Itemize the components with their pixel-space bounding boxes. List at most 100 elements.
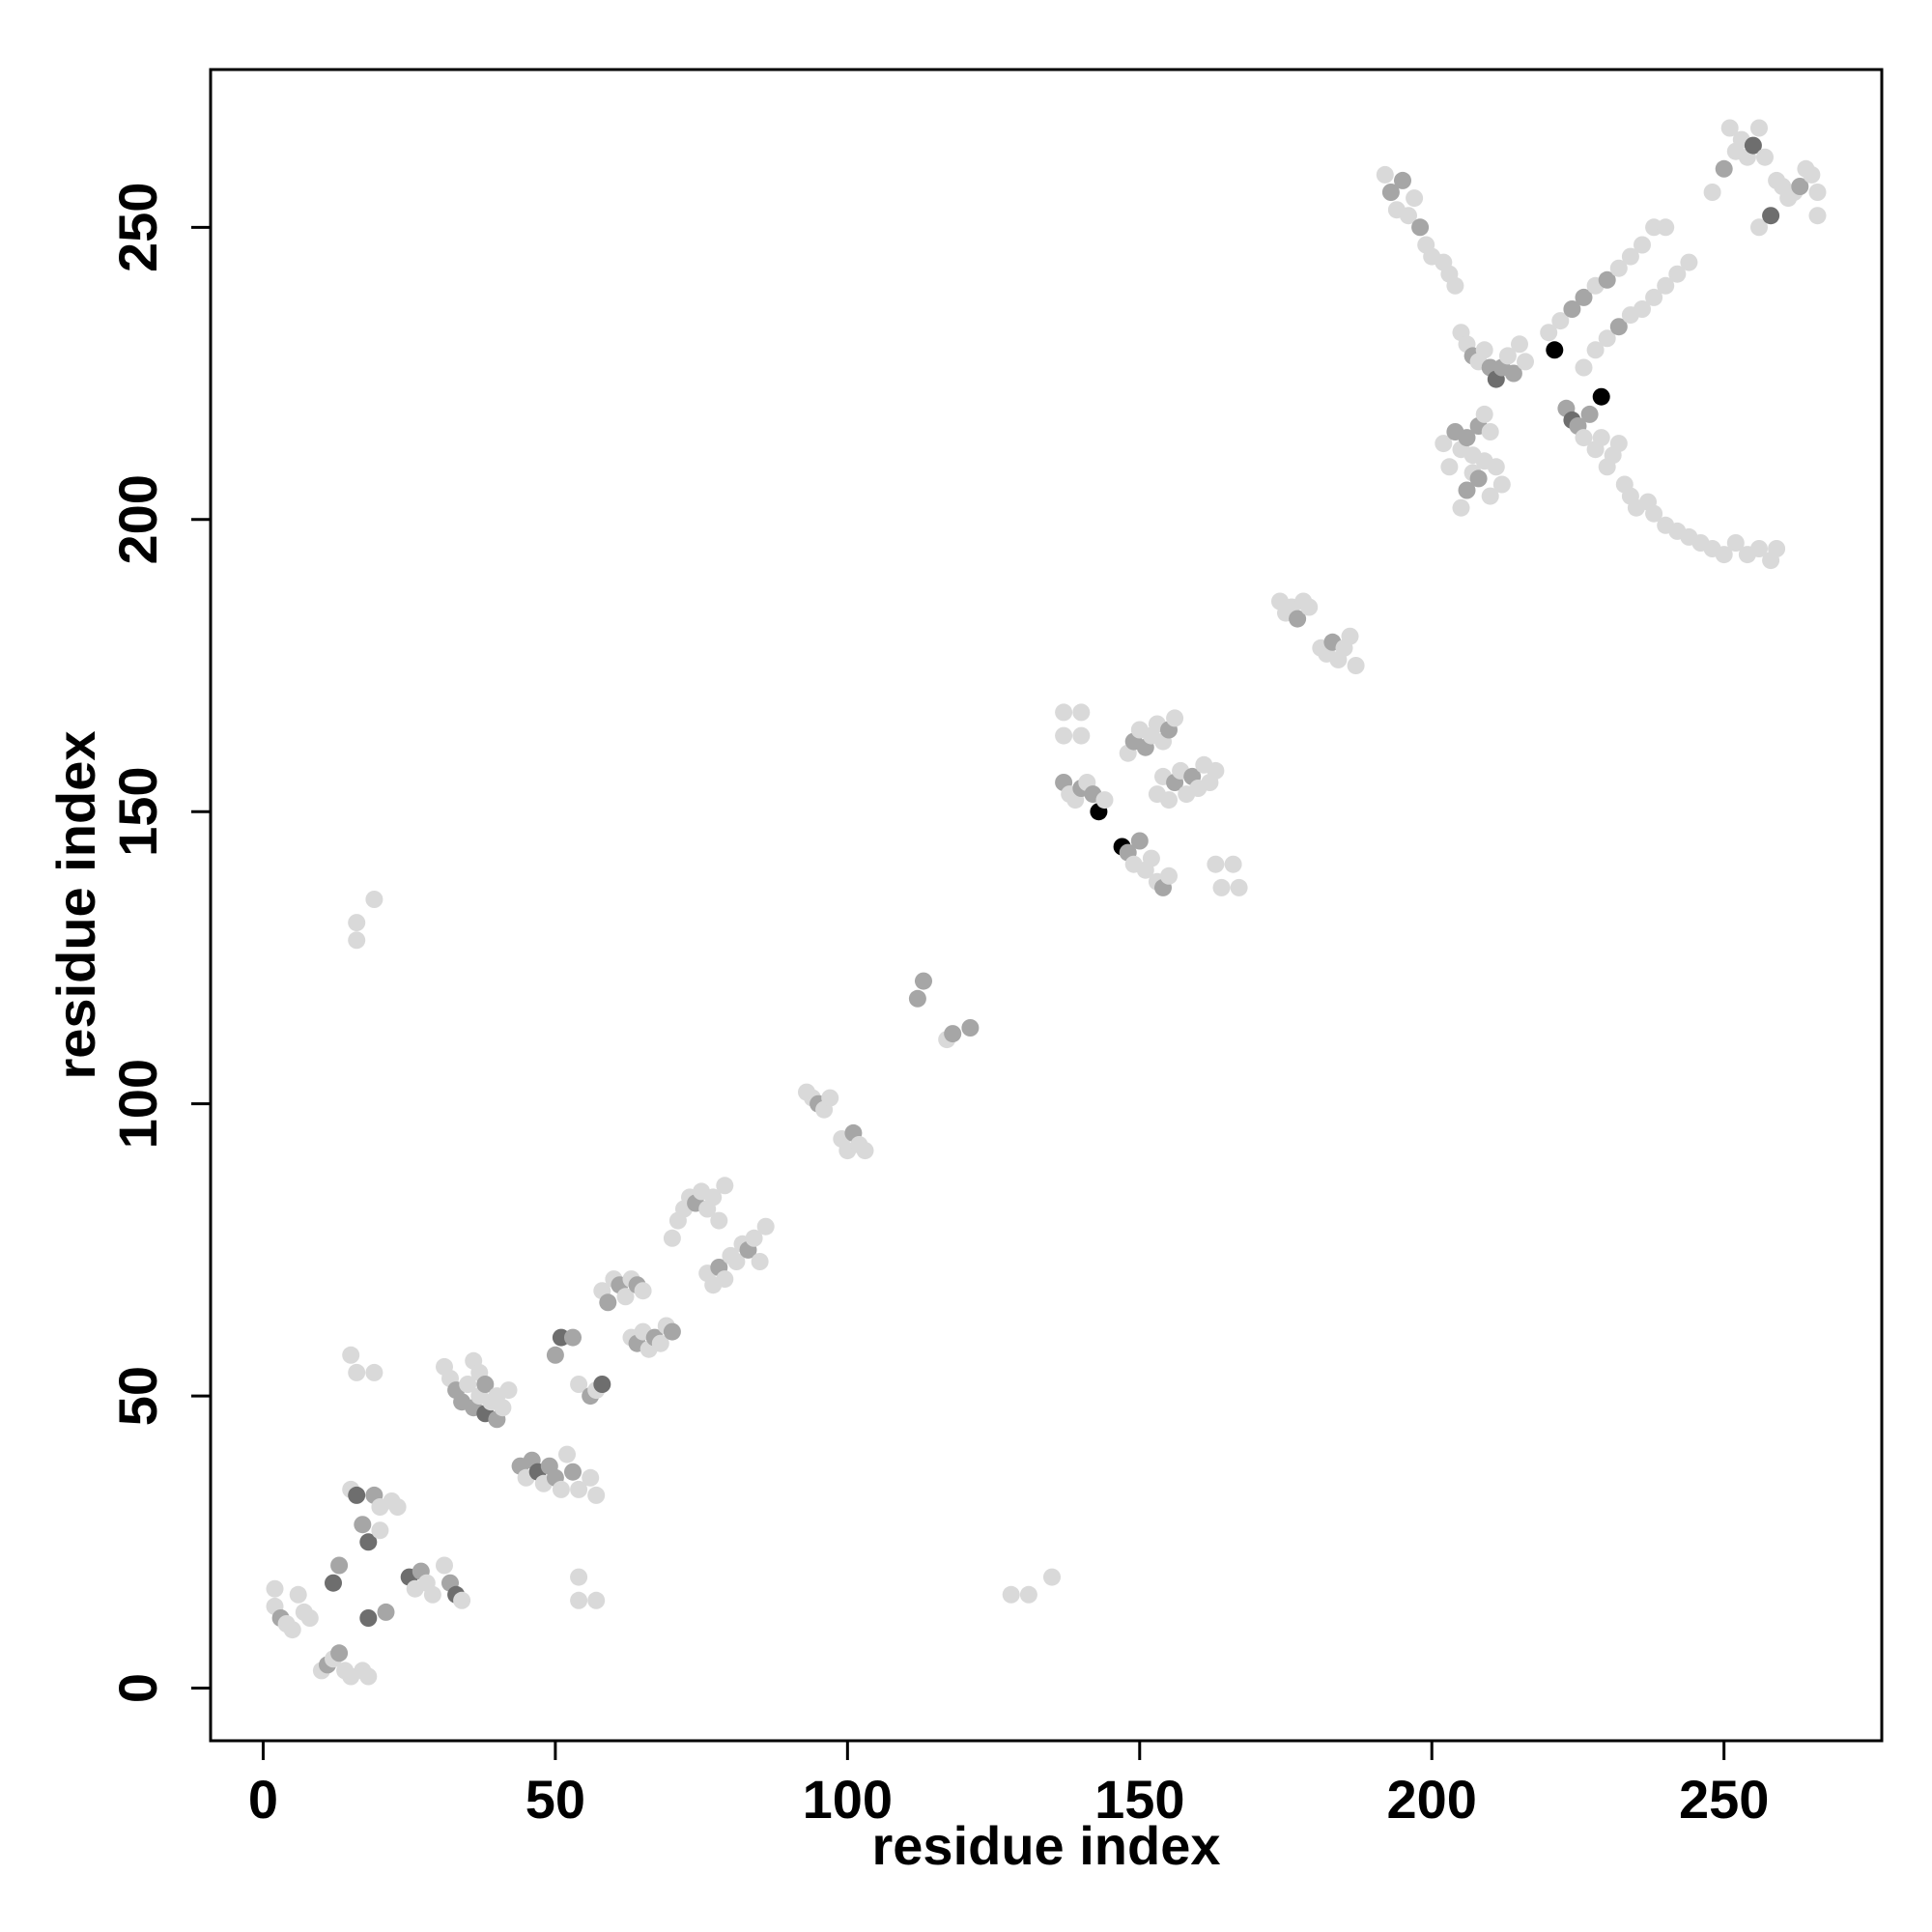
- data-point: [1657, 218, 1675, 237]
- data-point: [1411, 218, 1430, 237]
- data-point: [1440, 458, 1459, 476]
- data-point: [354, 1516, 372, 1534]
- data-point: [1586, 341, 1605, 359]
- data-point: [1546, 341, 1564, 359]
- data-point: [587, 1591, 606, 1609]
- data-point: [330, 1644, 349, 1662]
- data-point: [1055, 726, 1073, 745]
- data-point: [616, 1288, 635, 1306]
- data-point: [1130, 832, 1149, 850]
- data-point: [1598, 329, 1616, 348]
- data-point: [1504, 364, 1522, 383]
- data-point: [1406, 189, 1424, 208]
- data-point: [1341, 627, 1359, 645]
- data-point: [499, 1381, 518, 1400]
- data-point: [1207, 855, 1225, 873]
- data-point: [1452, 498, 1470, 517]
- data-point: [1207, 761, 1225, 780]
- data-point: [1160, 791, 1178, 810]
- data-point: [1575, 429, 1593, 447]
- data-point: [1212, 878, 1231, 896]
- data-point: [1475, 341, 1493, 359]
- data-point: [961, 1019, 980, 1037]
- data-point: [1609, 259, 1628, 277]
- data-point: [1517, 353, 1534, 371]
- data-point: [1803, 165, 1821, 184]
- data-point: [756, 1217, 775, 1236]
- data-point: [1808, 184, 1827, 201]
- data-point: [325, 1574, 342, 1592]
- data-point: [359, 1609, 378, 1627]
- data-point: [365, 1363, 384, 1381]
- data-point: [564, 1328, 582, 1347]
- data-point: [1381, 184, 1400, 201]
- data-point: [388, 1498, 407, 1516]
- data-point: [1446, 276, 1464, 295]
- data-point: [558, 1445, 576, 1463]
- y-axis: 0 50 100 150 200 250: [107, 183, 213, 1703]
- data-point: [1224, 855, 1242, 873]
- data-point: [1715, 159, 1733, 178]
- data-point: [704, 1188, 723, 1207]
- data-point: [453, 1591, 471, 1609]
- data-point: [552, 1480, 570, 1498]
- data-point: [348, 1486, 366, 1504]
- data-point: [651, 1334, 669, 1352]
- data-point: [1230, 878, 1248, 896]
- data-point: [1657, 276, 1675, 295]
- data-point: [377, 1603, 395, 1621]
- data-point: [476, 1376, 495, 1393]
- x-tick-label: 200: [1387, 1769, 1477, 1830]
- data-point: [1756, 148, 1774, 166]
- data-point: [1095, 791, 1114, 810]
- data-point: [1575, 358, 1593, 377]
- data-point: [1002, 1585, 1020, 1604]
- data-point: [1166, 709, 1184, 727]
- data-point: [1744, 136, 1762, 155]
- data-point: [1376, 165, 1394, 184]
- data-point: [266, 1579, 284, 1598]
- data-point: [459, 1376, 477, 1393]
- data-point: [1668, 265, 1687, 283]
- data-point: [599, 1293, 617, 1312]
- data-point: [1160, 867, 1178, 885]
- data-point: [1072, 726, 1091, 745]
- data-point: [546, 1346, 564, 1364]
- data-point: [1634, 300, 1651, 318]
- data-point: [1487, 458, 1505, 476]
- data-point: [1055, 703, 1073, 722]
- data-point: [593, 1376, 611, 1393]
- data-point: [570, 1568, 588, 1586]
- data-point: [289, 1585, 307, 1604]
- data-point: [634, 1282, 652, 1300]
- data-point: [727, 1253, 746, 1270]
- y-tick-label: 100: [107, 1059, 168, 1149]
- y-tick-label: 0: [107, 1673, 168, 1703]
- data-point: [1762, 207, 1780, 225]
- data-point: [1609, 435, 1628, 453]
- data-point: [856, 1142, 874, 1160]
- data-point: [1645, 504, 1663, 523]
- data-point: [1142, 849, 1160, 867]
- data-point: [710, 1211, 728, 1230]
- data-point: [1475, 405, 1493, 423]
- data-point: [1300, 598, 1319, 616]
- data-point: [1598, 270, 1616, 289]
- data-point: [1511, 335, 1528, 354]
- data-point: [570, 1591, 588, 1609]
- x-tick-label: 0: [248, 1769, 278, 1830]
- data-point: [1808, 207, 1827, 225]
- data-point: [371, 1521, 389, 1540]
- data-point: [359, 1533, 378, 1551]
- data-point: [1563, 300, 1581, 318]
- x-axis: 0 50 100 150 200 250: [248, 1739, 1769, 1830]
- data-point: [1394, 171, 1411, 189]
- data-point: [1750, 218, 1768, 237]
- data-point: [1750, 540, 1768, 557]
- data-point: [1289, 610, 1307, 628]
- data-point: [423, 1585, 441, 1604]
- data-point: [359, 1667, 378, 1686]
- x-tick-label: 100: [803, 1769, 893, 1830]
- data-point: [821, 1089, 839, 1107]
